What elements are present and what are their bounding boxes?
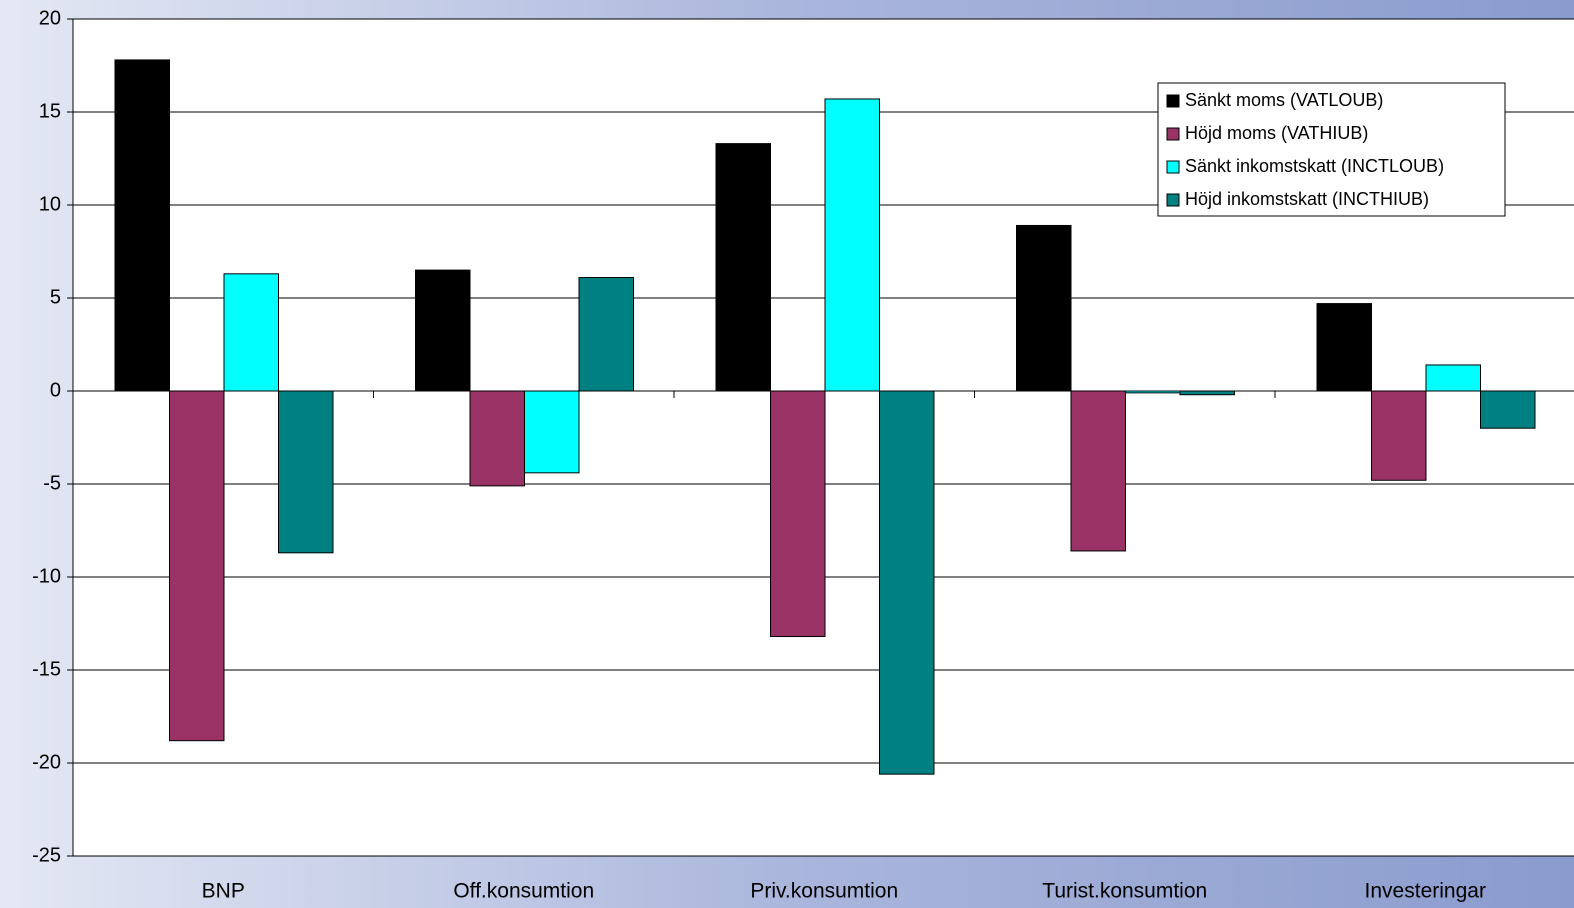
bar xyxy=(1179,390,1235,396)
bar xyxy=(1480,390,1536,429)
legend-label: Sänkt moms (VATLOUB) xyxy=(1185,90,1383,110)
bar xyxy=(169,390,225,742)
bar xyxy=(278,390,334,554)
bar xyxy=(1070,390,1126,552)
y-tick-label: -20 xyxy=(32,751,61,773)
legend-swatch xyxy=(1166,127,1180,141)
bar xyxy=(1016,224,1072,392)
bar xyxy=(1316,303,1372,392)
bar xyxy=(715,143,771,392)
legend-label: Höjd inkomstskatt (INCTHIUB) xyxy=(1185,189,1429,209)
bar xyxy=(879,390,935,775)
x-tick-label: Investeringar xyxy=(1365,880,1486,903)
legend-label: Höjd moms (VATHIUB) xyxy=(1185,123,1368,143)
y-tick-label: -5 xyxy=(43,472,61,494)
legend-label: Sänkt inkomstskatt (INCTLOUB) xyxy=(1185,156,1444,176)
legend-swatch xyxy=(1166,193,1180,207)
bar xyxy=(223,273,279,392)
bar xyxy=(770,390,826,638)
x-tick-label: Turist.konsumtion xyxy=(1042,880,1207,903)
bar xyxy=(114,59,170,392)
y-tick-label: -10 xyxy=(32,565,61,587)
y-tick-label: -25 xyxy=(32,844,61,866)
y-tick-label: 0 xyxy=(50,379,61,401)
bar xyxy=(1425,364,1481,392)
bar xyxy=(1371,390,1427,481)
legend-box xyxy=(1157,82,1506,217)
legend: Sänkt moms (VATLOUB) Höjd moms (VATHIUB) S… xyxy=(1157,82,1506,217)
y-tick-label: 20 xyxy=(39,7,61,29)
bar xyxy=(415,269,471,392)
x-tick-label: Off.konsumtion xyxy=(453,880,594,903)
x-tick-label: Priv.konsumtion xyxy=(750,880,898,903)
y-tick-label: 15 xyxy=(39,100,61,122)
y-tick-label: -15 xyxy=(32,658,61,680)
y-tick-label: 10 xyxy=(39,193,61,215)
bar xyxy=(469,390,525,487)
y-tick-label: 5 xyxy=(50,286,61,308)
bar xyxy=(524,390,580,474)
bar xyxy=(578,277,634,392)
x-tick-label: BNP xyxy=(202,880,245,903)
bar xyxy=(824,98,880,392)
legend-swatch xyxy=(1166,94,1180,108)
legend-swatch xyxy=(1166,160,1180,174)
